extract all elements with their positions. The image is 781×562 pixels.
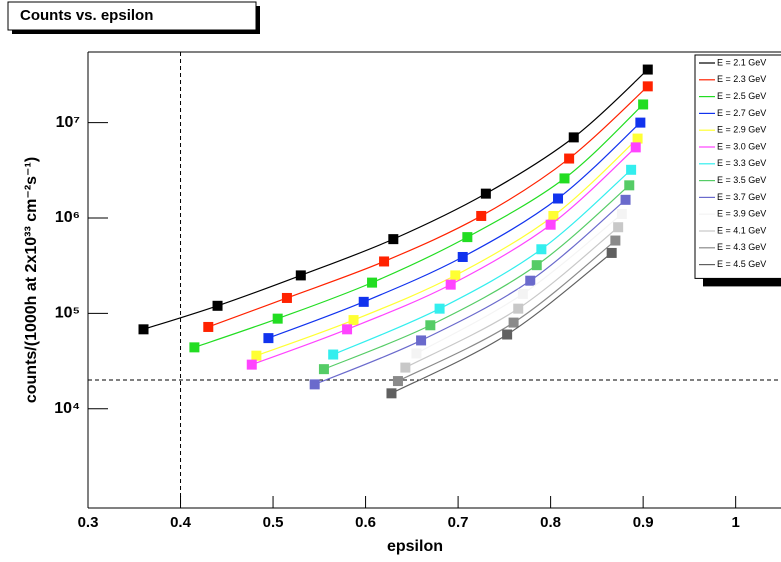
fit-line (323, 184, 630, 370)
data-point (416, 335, 427, 346)
data-point (328, 349, 339, 360)
fit-line (397, 240, 616, 382)
data-point (632, 133, 643, 144)
fit-line (208, 85, 649, 328)
legend-label: E = 3.0 GeV (717, 141, 766, 151)
data-point (295, 270, 306, 281)
fit-line (332, 169, 632, 356)
data-point (513, 303, 524, 314)
legend-label: E = 3.5 GeV (717, 175, 766, 185)
data-point (445, 279, 456, 290)
x-tick-label: 0.7 (448, 514, 469, 531)
data-point (610, 235, 621, 246)
data-point (203, 321, 214, 332)
x-tick-label: 0.6 (355, 514, 376, 531)
x-axis-label: epsilon (387, 538, 443, 555)
data-point (434, 303, 445, 314)
data-point (568, 132, 579, 143)
data-point (400, 362, 411, 373)
data-point (348, 315, 359, 326)
data-point (638, 99, 649, 110)
fit-line (143, 69, 649, 330)
data-point (642, 64, 653, 75)
legend-label: E = 3.3 GeV (717, 158, 766, 168)
data-point (476, 210, 487, 221)
legend-label: E = 3.9 GeV (717, 209, 766, 219)
y-tick-label: 10⁴ (54, 400, 80, 417)
data-point (553, 193, 564, 204)
data-point (635, 117, 646, 128)
legend-label: E = 2.3 GeV (717, 74, 766, 84)
data-point (616, 209, 627, 220)
data-point (450, 270, 461, 281)
fit-line (251, 146, 637, 366)
legend-label: E = 4.3 GeV (717, 242, 766, 252)
data-point (548, 210, 559, 221)
data-point (358, 296, 369, 307)
data-point (425, 320, 436, 331)
data-point (545, 219, 556, 230)
data-point (525, 275, 536, 286)
data-point (508, 317, 519, 328)
data-point (517, 288, 528, 299)
data-point (480, 188, 491, 199)
data-point (626, 164, 637, 175)
x-tick-label: 0.8 (540, 514, 561, 531)
data-point (564, 153, 575, 164)
data-point (411, 348, 422, 359)
data-point (251, 350, 262, 361)
chart-title: Counts vs. epsilon (20, 7, 153, 24)
data-point (281, 292, 292, 303)
data-point (502, 329, 513, 340)
y-tick-label: 10⁷ (56, 114, 80, 131)
fit-line (314, 199, 626, 385)
data-point (138, 324, 149, 335)
data-point (457, 251, 468, 262)
data-point (309, 379, 320, 390)
data-point (630, 142, 641, 153)
fit-line (405, 226, 619, 369)
x-tick-label: 0.4 (170, 514, 192, 531)
data-point (386, 388, 397, 399)
data-point (606, 247, 617, 258)
data-point (263, 333, 274, 344)
legend-label: E = 2.7 GeV (717, 108, 766, 118)
legend-box (694, 54, 781, 279)
data-point (318, 364, 329, 375)
x-tick-label: 0.9 (633, 514, 654, 531)
y-axis-label: counts/(1000h at 2x10³³ cm⁻²s⁻¹) (23, 157, 40, 403)
legend-label: E = 3.7 GeV (717, 192, 766, 202)
legend-label: E = 2.5 GeV (717, 91, 766, 101)
legend-label: E = 2.1 GeV (717, 57, 766, 67)
data-point (379, 256, 390, 267)
data-point (212, 300, 223, 311)
data-point (367, 277, 378, 288)
x-tick-label: 0.3 (78, 514, 99, 531)
title-box (7, 1, 257, 31)
data-point (388, 234, 399, 245)
x-tick-label: 1 (731, 514, 739, 531)
data-point (531, 260, 542, 271)
data-point (624, 180, 635, 191)
data-point (559, 173, 570, 184)
legend-label: E = 4.1 GeV (717, 225, 766, 235)
data-point (536, 244, 547, 255)
x-tick-label: 0.5 (263, 514, 284, 531)
data-point (392, 376, 403, 387)
fit-line (391, 252, 613, 394)
data-point (462, 232, 473, 243)
data-point (272, 313, 283, 324)
y-tick-label: 10⁶ (55, 209, 80, 226)
data-point (189, 342, 200, 353)
data-point (642, 81, 653, 92)
y-tick-label: 10⁵ (55, 305, 80, 322)
data-point (620, 194, 631, 205)
legend-label: E = 4.5 GeV (717, 259, 766, 269)
data-point (613, 222, 624, 233)
data-point (342, 324, 353, 335)
legend-label: E = 2.9 GeV (717, 125, 766, 135)
data-point (246, 359, 257, 370)
